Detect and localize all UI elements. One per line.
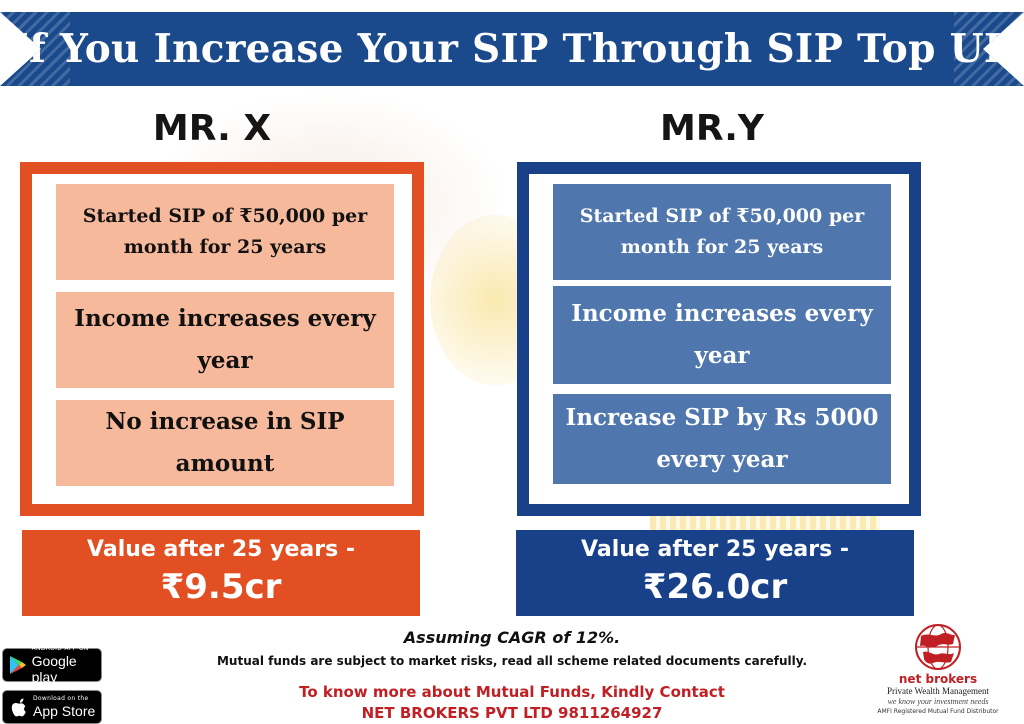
mr-y-income-card: Income increases every year bbox=[553, 286, 891, 384]
header-banner: If You Increase Your SIP Through SIP Top… bbox=[0, 12, 1024, 86]
logo-subtitle: Private Wealth Management bbox=[886, 686, 990, 696]
google-play-badge[interactable]: ANDROID APP ON Google play bbox=[2, 645, 102, 685]
page-title: If You Increase Your SIP Through SIP Top… bbox=[10, 26, 1014, 72]
mr-y-started-sip-card: Started SIP of ₹50,000 per month for 25 … bbox=[553, 184, 891, 280]
net-brokers-logo: net brokers Private Wealth Management we… bbox=[868, 622, 1008, 722]
mr-y-heading: MR.Y bbox=[660, 108, 764, 149]
cagr-note: Assuming CAGR of 12%. bbox=[403, 628, 621, 647]
mr-y-sip-change-card: Increase SIP by Rs 5000 every year bbox=[553, 394, 891, 484]
disclaimer-text: Mutual funds are subject to market risks… bbox=[216, 654, 808, 668]
mr-x-sip-change-card: No increase in SIP amount bbox=[56, 400, 394, 486]
app-store-badge[interactable]: Download on the App Store bbox=[2, 690, 102, 724]
company-contact: NET BROKERS PVT LTD 9811264927 bbox=[361, 704, 663, 722]
mr-x-income-card: Income increases every year bbox=[56, 292, 394, 388]
logo-amfi-text: AMFI Registered Mutual Fund Distributor bbox=[877, 708, 999, 715]
mr-x-panel: Started SIP of ₹50,000 per month for 25 … bbox=[20, 162, 424, 516]
mr-x-value-label: Value after 25 years - bbox=[87, 537, 355, 562]
apple-icon bbox=[9, 696, 29, 718]
mr-y-value-box: Value after 25 years - ₹26.0cr bbox=[516, 530, 914, 616]
logo-name: net brokers bbox=[898, 672, 978, 686]
mr-y-value-label: Value after 25 years - bbox=[581, 537, 849, 562]
mr-x-value-amount: ₹9.5cr bbox=[160, 567, 282, 607]
app-store-label: App Store bbox=[33, 703, 96, 719]
google-play-label: Google play bbox=[31, 653, 77, 685]
mr-x-value-box: Value after 25 years - ₹9.5cr bbox=[22, 530, 420, 616]
google-play-small-label: ANDROID APP ON bbox=[31, 645, 89, 652]
mr-x-started-sip-card: Started SIP of ₹50,000 per month for 25 … bbox=[56, 184, 394, 280]
logo-tagline: we know your investment needs bbox=[887, 697, 989, 706]
google-play-icon bbox=[9, 654, 28, 676]
globe-icon bbox=[913, 622, 963, 672]
mr-y-panel: Started SIP of ₹50,000 per month for 25 … bbox=[517, 162, 921, 516]
mr-y-value-amount: ₹26.0cr bbox=[642, 567, 788, 607]
app-store-small-label: Download on the bbox=[33, 695, 89, 702]
contact-text: To know more about Mutual Funds, Kindly … bbox=[299, 683, 725, 701]
mr-x-heading: MR. X bbox=[152, 108, 272, 149]
